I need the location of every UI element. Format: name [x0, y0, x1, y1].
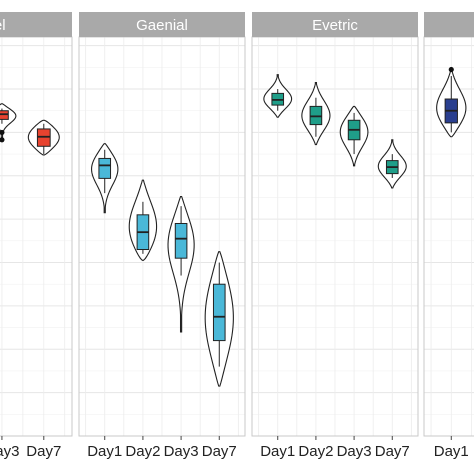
- panel-border: [0, 36, 73, 437]
- x-tick-label: Day3: [0, 443, 19, 460]
- panel-grid: [252, 37, 418, 436]
- x-tick-label: Day2: [298, 443, 333, 460]
- box-iqr: [98, 157, 112, 179]
- x-tick-label: Day3: [337, 443, 372, 460]
- strip-title: Evetric: [312, 17, 358, 34]
- outlier-point: [0, 129, 5, 136]
- strip-header: [252, 12, 418, 37]
- panel-marks: [436, 66, 467, 138]
- strip-header: [424, 12, 474, 37]
- strip-header: [0, 12, 72, 37]
- x-tick-label: Day3: [164, 443, 199, 460]
- panel-marks: [0, 103, 60, 156]
- panel-border: [423, 36, 474, 437]
- x-tick-label: Day7: [375, 443, 410, 460]
- box-iqr: [174, 222, 188, 259]
- x-tick-label: Day1: [260, 443, 295, 460]
- x-tick-label: Day1: [434, 443, 469, 460]
- x-tick-label: Day1: [87, 443, 122, 460]
- outlier-point: [448, 66, 454, 73]
- panel-marks: [91, 143, 234, 387]
- strip-header: [79, 12, 245, 37]
- panel-background: [0, 37, 72, 436]
- x-tick-label: Day7: [26, 443, 61, 460]
- strip-title: Gaenial: [136, 17, 188, 34]
- x-tick-label: Day2: [125, 443, 160, 460]
- box-iqr: [212, 283, 226, 342]
- outlier-point: [0, 137, 5, 143]
- strip-title: Mahnel: [0, 17, 6, 34]
- panel-marks: [263, 74, 407, 189]
- x-tick-label: Day7: [202, 443, 237, 460]
